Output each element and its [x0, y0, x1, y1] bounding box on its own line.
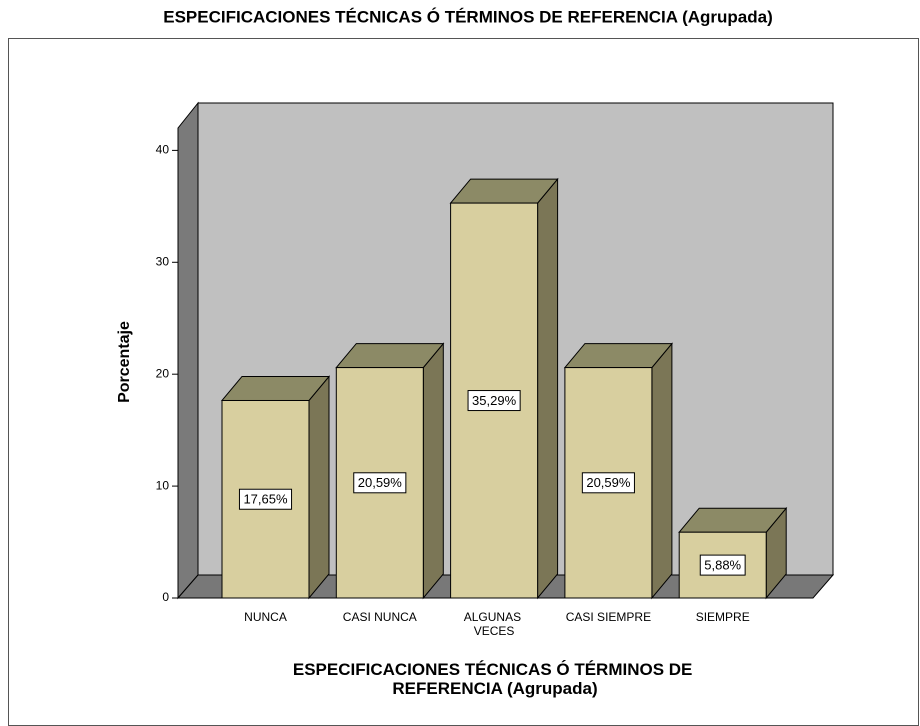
x-tick-label: CASI NUNCA [343, 610, 417, 624]
value-label: 17,65% [243, 492, 288, 507]
y-tick-label: 10 [156, 478, 170, 492]
y-axis-title: Porcentaje [116, 321, 133, 403]
value-label: 35,29% [472, 393, 517, 408]
value-label-box [699, 554, 746, 576]
side-wall [177, 101, 199, 600]
value-label-box [467, 390, 521, 412]
value-label-box [581, 472, 635, 494]
x-tick-label: ALGUNAS VECES [464, 610, 525, 638]
value-label-box [353, 472, 407, 494]
y-tick-label: 20 [156, 366, 170, 380]
y-tick-label: 0 [162, 590, 169, 604]
x-axis-title: ESPECIFICACIONES TÉCNICAS Ó TÉRMINOS DE … [293, 660, 697, 698]
value-label: 5,88% [704, 558, 741, 573]
bar-side [422, 342, 444, 600]
value-label: 20,59% [586, 475, 631, 490]
y-tick-label: 40 [156, 143, 170, 157]
bar-side [537, 177, 559, 600]
chart-title: ESPECIFICACIONES TÉCNICAS Ó TÉRMINOS DE … [163, 7, 773, 26]
bar-side [651, 342, 673, 600]
value-label-box [238, 488, 293, 510]
x-tick-label: CASI SIEMPRE [566, 610, 651, 624]
y-tick-label: 30 [156, 254, 170, 268]
x-tick-label: SIEMPRE [696, 610, 750, 624]
bar-side [308, 375, 330, 600]
value-label: 20,59% [358, 475, 403, 490]
x-tick-label: NUNCA [244, 610, 287, 624]
